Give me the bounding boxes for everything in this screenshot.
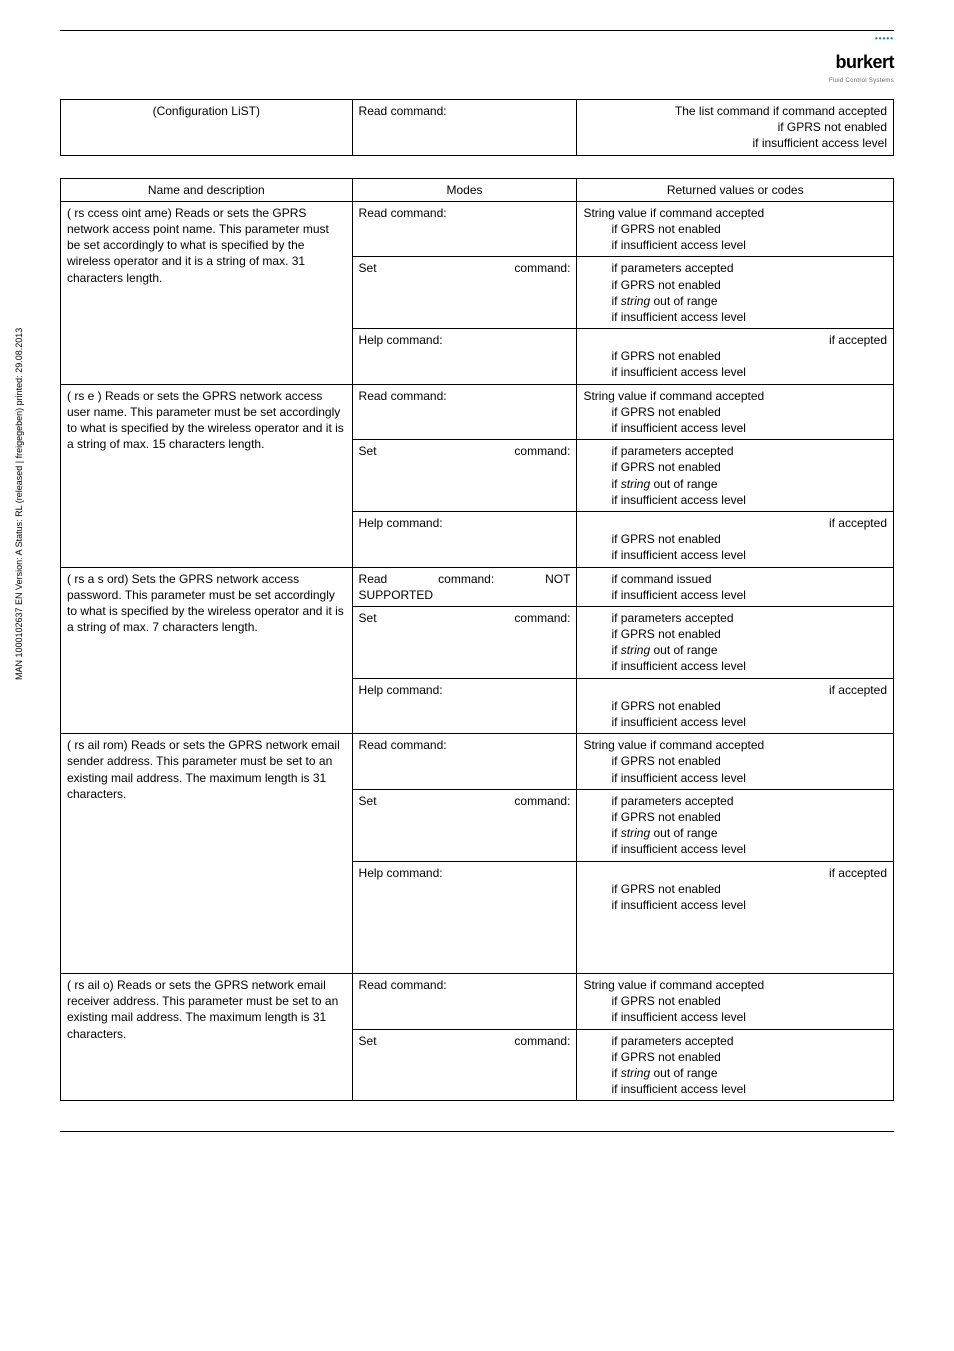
header-ret: Returned values or codes	[577, 178, 894, 201]
header-rule	[60, 30, 894, 31]
table-row: ( rs ail rom) Reads or sets the GPRS net…	[61, 734, 894, 790]
cmd-ret: if parameters accepted if GPRS not enabl…	[577, 606, 894, 678]
table-row: ( rs ail o) Reads or sets the GPRS netwo…	[61, 974, 894, 1030]
cmd-mode: Read command:	[352, 384, 577, 440]
top-config-table: (Configuration LiST) Read command: The l…	[60, 99, 894, 156]
logo-dots: •••••	[875, 34, 894, 43]
burkert-logo: ••••• burkert Fluid Control Systems	[829, 35, 894, 85]
cmd-ret: if accepted if GPRS not enabled if insuf…	[577, 329, 894, 385]
table-row: ( rs a s ord) Sets the GPRS network acce…	[61, 567, 894, 606]
cmd-gprs-mailfrom-name: ( rs ail rom) Reads or sets the GPRS net…	[61, 734, 353, 974]
cmd-gprs-password-name: ( rs a s ord) Sets the GPRS network acce…	[61, 567, 353, 734]
cmd-mode: Help command:	[352, 511, 577, 567]
cmd-mode: Read command:	[352, 734, 577, 790]
cmd-mode: Setcommand:	[352, 257, 577, 329]
side-print-info: MAN 1000102637 EN Version: A Status: RL …	[14, 328, 24, 680]
table-row: ( rs e ) Reads or sets the GPRS network …	[61, 384, 894, 440]
cmd-gprs-user-name: ( rs e ) Reads or sets the GPRS network …	[61, 384, 353, 567]
cmd-ret: String value if command accepted if GPRS…	[577, 734, 894, 790]
cmd-ret: if accepted if GPRS not enabled if insuf…	[577, 678, 894, 734]
cmd-ret: String value if command accepted if GPRS…	[577, 974, 894, 1030]
cmd-ret: if command issued if insufficient access…	[577, 567, 894, 606]
cmd-ret: if parameters accepted if GPRS not enabl…	[577, 440, 894, 512]
config-list-mode: Read command:	[352, 100, 577, 156]
cmd-mode: Setcommand:	[352, 1029, 577, 1101]
header-name: Name and description	[61, 178, 353, 201]
logo-sub: Fluid Control Systems	[829, 78, 894, 84]
config-list-name: (Configuration LiST)	[61, 100, 353, 156]
cmd-gprs-apn-name: ( rs ccess oint ame) Reads or sets the G…	[61, 201, 353, 384]
logo-text: burkert	[835, 52, 894, 72]
logo-main: ••••• burkert	[835, 34, 894, 72]
page: MAN 1000102637 EN Version: A Status: RL …	[0, 0, 954, 1351]
cmd-mode: Help command:	[352, 861, 577, 974]
cmd-mode: Setcommand:	[352, 606, 577, 678]
config-list-ret: The list command if command accepted if …	[577, 100, 894, 156]
cmd-ret: if parameters accepted if GPRS not enabl…	[577, 1029, 894, 1101]
table-header-row: Name and description Modes Returned valu…	[61, 178, 894, 201]
cmd-mode: Readcommand:NOT SUPPORTED	[352, 567, 577, 606]
table-row: ( rs ccess oint ame) Reads or sets the G…	[61, 201, 894, 257]
cmd-mode: Help command:	[352, 329, 577, 385]
main-commands-table: Name and description Modes Returned valu…	[60, 178, 894, 1102]
cmd-ret: if accepted if GPRS not enabled if insuf…	[577, 861, 894, 974]
cmd-mode: Setcommand:	[352, 789, 577, 861]
header-mode: Modes	[352, 178, 577, 201]
cmd-ret: if parameters accepted if GPRS not enabl…	[577, 257, 894, 329]
cmd-ret: String value if command accepted if GPRS…	[577, 201, 894, 257]
cmd-mode: Read command:	[352, 974, 577, 1030]
header-logo-area: ••••• burkert Fluid Control Systems	[60, 35, 894, 85]
cmd-mode: Help command:	[352, 678, 577, 734]
table-row: (Configuration LiST) Read command: The l…	[61, 100, 894, 156]
cmd-ret: if parameters accepted if GPRS not enabl…	[577, 789, 894, 861]
cmd-ret: String value if command accepted if GPRS…	[577, 384, 894, 440]
cmd-mode: Setcommand:	[352, 440, 577, 512]
footer-rule	[60, 1131, 894, 1132]
cmd-ret: if accepted if GPRS not enabled if insuf…	[577, 511, 894, 567]
cmd-gprs-mailto-name: ( rs ail o) Reads or sets the GPRS netwo…	[61, 974, 353, 1101]
cmd-mode: Read command:	[352, 201, 577, 257]
